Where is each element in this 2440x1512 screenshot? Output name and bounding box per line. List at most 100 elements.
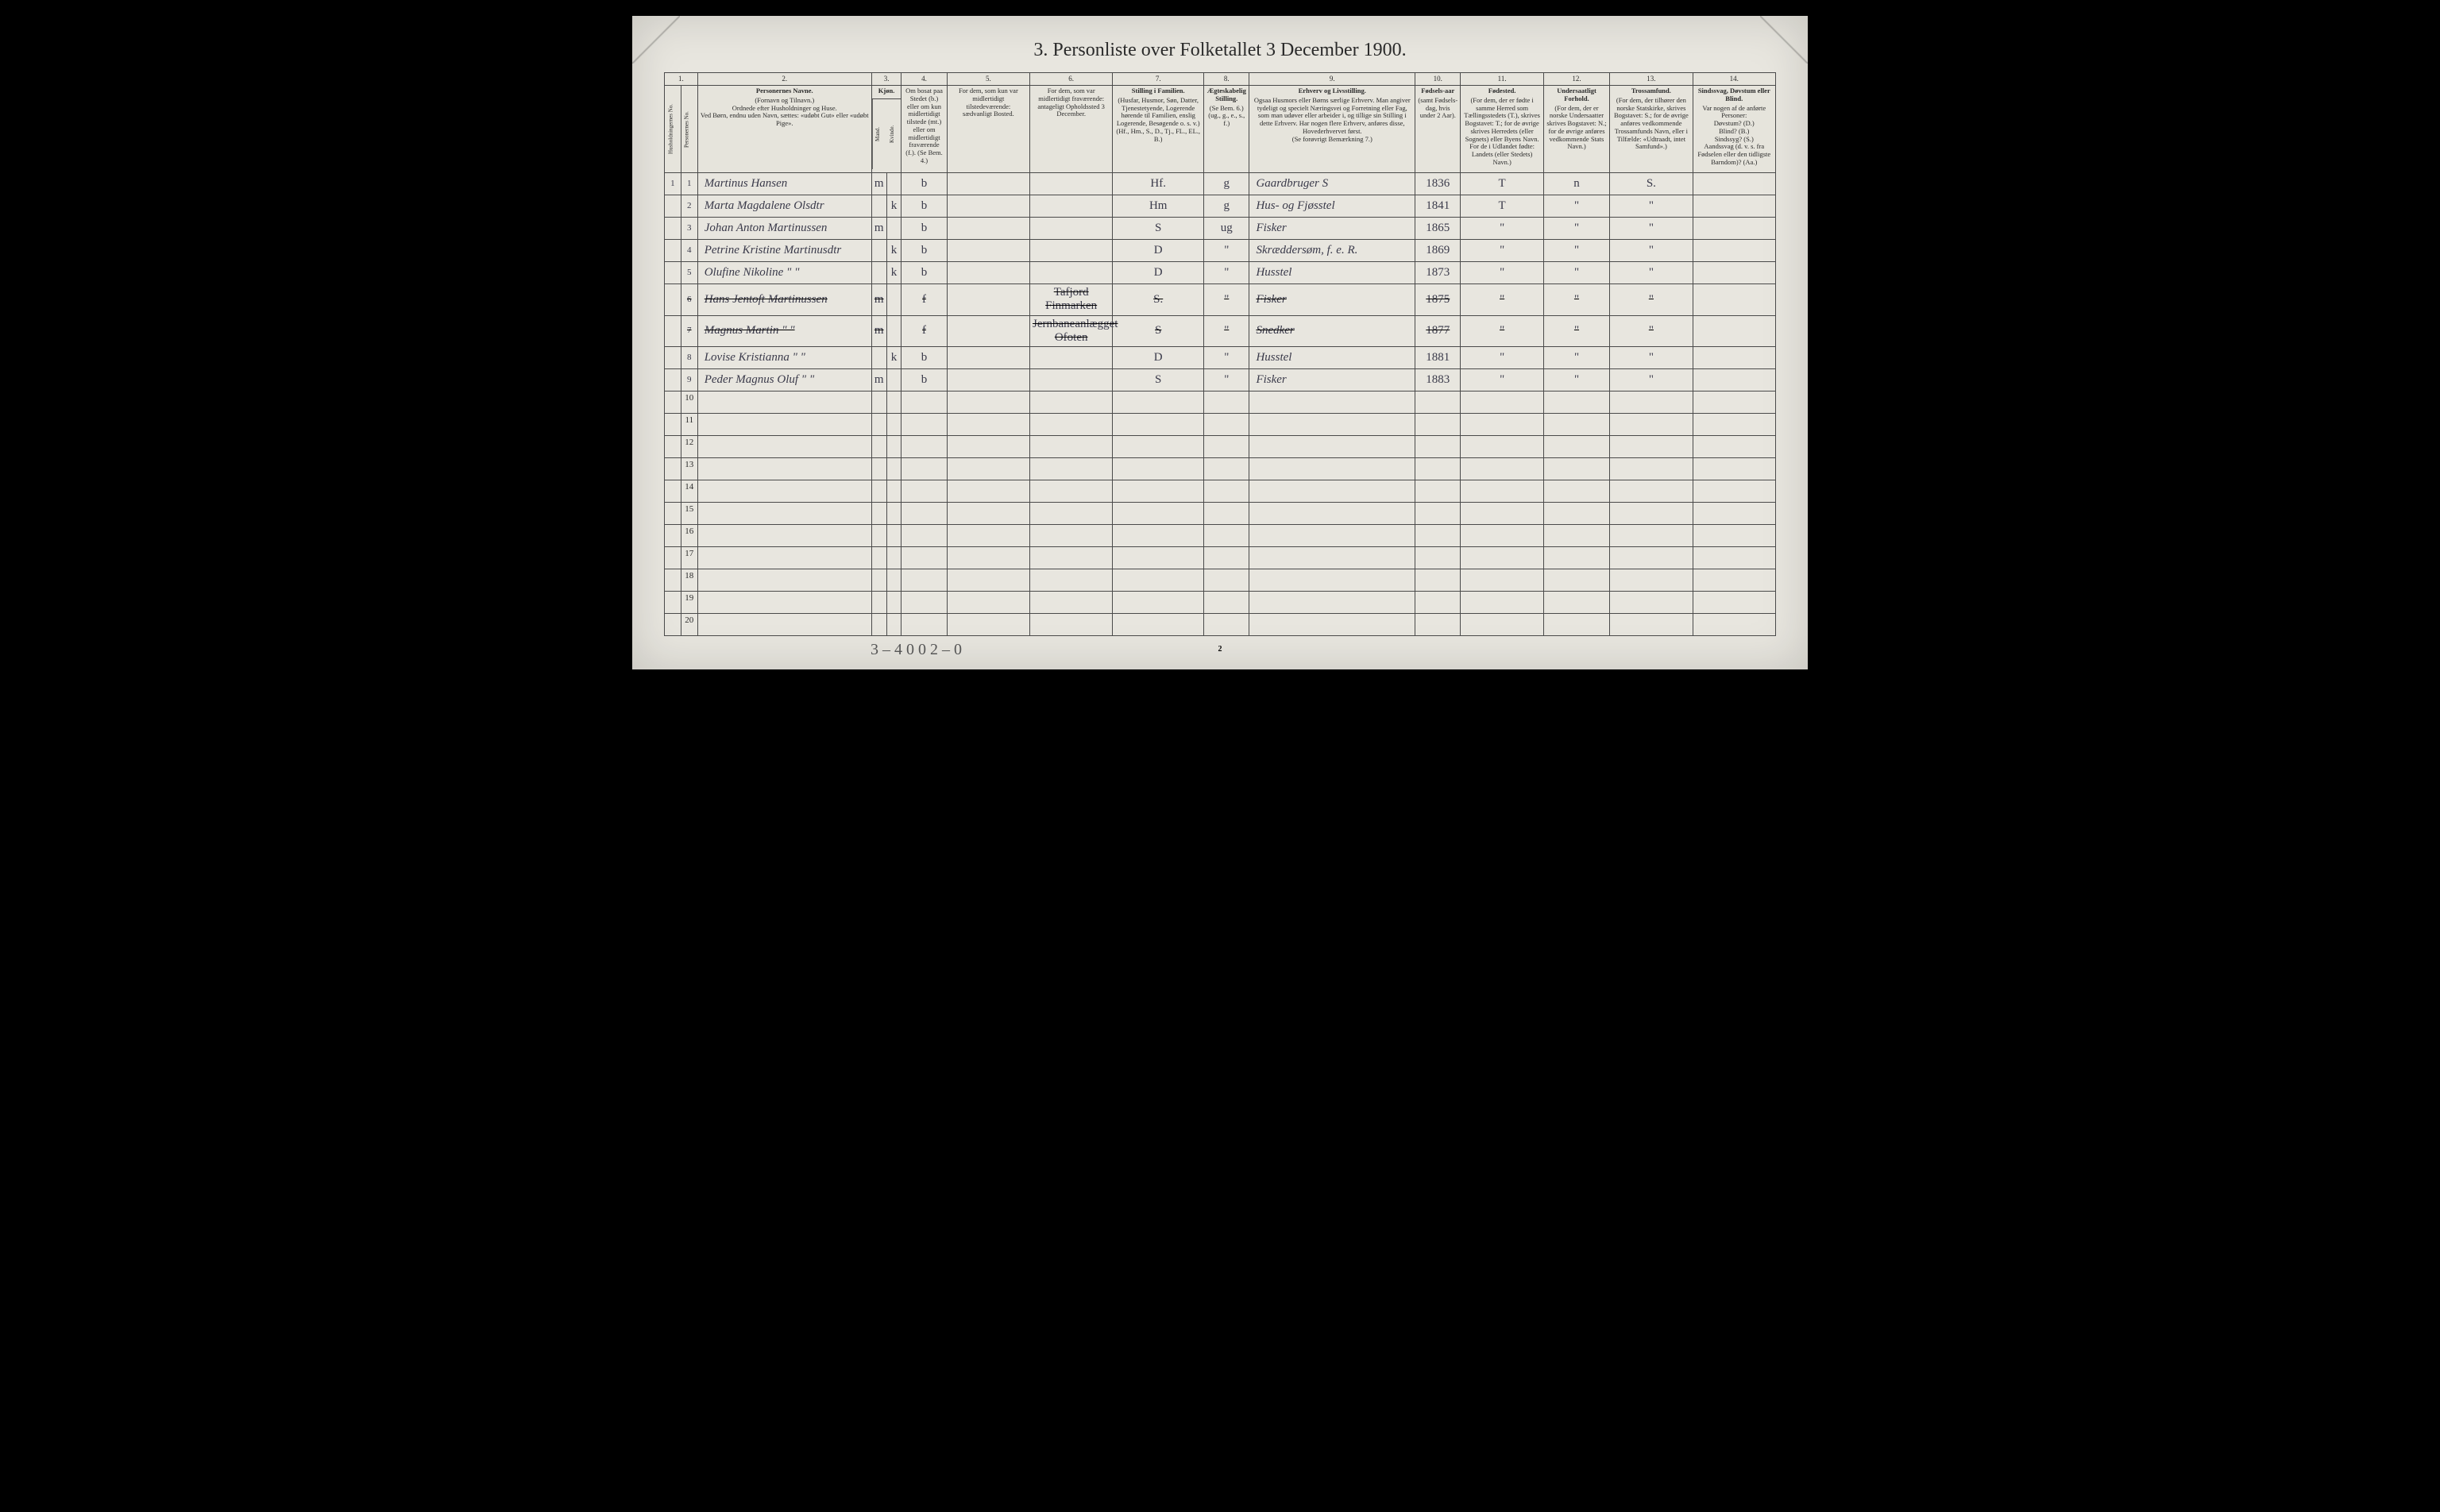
cell <box>1113 414 1204 436</box>
cell: " <box>1610 369 1693 392</box>
cell <box>1113 569 1204 592</box>
cell <box>947 547 1029 569</box>
cell <box>886 436 901 458</box>
cell <box>665 218 681 240</box>
header-sex: Kjøn. Mand. Kvinde. <box>871 86 901 173</box>
cell <box>1693 458 1775 480</box>
cell: m <box>871 369 886 392</box>
cell <box>1249 414 1415 436</box>
table-row: 6Hans Jentoft MartinussenmfTafjord Finma… <box>665 284 1776 316</box>
cell <box>901 592 947 614</box>
cell <box>886 525 901 547</box>
header-birthyear: Fødsels-aar(samt Fødsels-dag, hvis under… <box>1415 86 1461 173</box>
cell: 5 <box>681 262 697 284</box>
cell <box>1415 392 1461 414</box>
cell <box>1113 614 1204 636</box>
cell <box>1030 525 1113 547</box>
cell <box>947 525 1029 547</box>
cell: Husstel <box>1249 262 1415 284</box>
cell: Snedker <box>1249 315 1415 347</box>
cell: " <box>1461 347 1543 369</box>
cell <box>886 614 901 636</box>
cell: " <box>1204 369 1249 392</box>
cell <box>697 547 871 569</box>
cell <box>947 315 1029 347</box>
colnum: 14. <box>1693 73 1775 86</box>
cell: " <box>1204 315 1249 347</box>
cell: " <box>1610 315 1693 347</box>
cell: 1873 <box>1415 262 1461 284</box>
cell <box>947 262 1029 284</box>
cell: Martinus Hansen <box>697 173 871 195</box>
table-row: 2Marta Magdalene OlsdtrkbHmgHus- og Fjøs… <box>665 195 1776 218</box>
cell <box>1030 436 1113 458</box>
cell: 1836 <box>1415 173 1461 195</box>
cell: m <box>871 315 886 347</box>
cell: k <box>886 195 901 218</box>
cell <box>665 569 681 592</box>
cell <box>665 436 681 458</box>
cell <box>901 392 947 414</box>
cell <box>871 347 886 369</box>
cell <box>1610 458 1693 480</box>
cell: m <box>871 173 886 195</box>
cell <box>1543 569 1609 592</box>
table-row: 7Magnus Martin " "mfJernbaneanlægget Ofo… <box>665 315 1776 347</box>
cell: S. <box>1113 284 1204 316</box>
cell <box>1030 240 1113 262</box>
cell: 1877 <box>1415 315 1461 347</box>
cell: S. <box>1610 173 1693 195</box>
cell <box>665 284 681 316</box>
colnum: 11. <box>1461 73 1543 86</box>
cell <box>1030 503 1113 525</box>
cell <box>1610 480 1693 503</box>
cell <box>665 480 681 503</box>
header-family-position: Stilling i Familien.(Husfar, Husmor, Søn… <box>1113 86 1204 173</box>
cell <box>1415 525 1461 547</box>
cell: k <box>886 347 901 369</box>
header-citizenship: Undersaatligt Forhold.(For dem, der er n… <box>1543 86 1609 173</box>
cell <box>871 547 886 569</box>
cell <box>697 414 871 436</box>
cell <box>1204 458 1249 480</box>
table-row: 3Johan Anton MartinussenmbSugFisker1865"… <box>665 218 1776 240</box>
cell <box>1113 592 1204 614</box>
header-religion: Trossamfund.(For dem, der tilhører den n… <box>1610 86 1693 173</box>
cell: " <box>1543 315 1609 347</box>
cell <box>697 458 871 480</box>
cell <box>1113 480 1204 503</box>
cell <box>871 195 886 218</box>
cell <box>871 262 886 284</box>
cell: b <box>901 262 947 284</box>
cell: " <box>1461 369 1543 392</box>
cell: 15 <box>681 503 697 525</box>
cell: " <box>1204 262 1249 284</box>
cell <box>1461 392 1543 414</box>
cell <box>1415 569 1461 592</box>
cell: b <box>901 369 947 392</box>
header-temp-present: For dem, som kun var midlertidigt tilste… <box>947 86 1029 173</box>
cell <box>1204 436 1249 458</box>
cell <box>947 614 1029 636</box>
cell <box>1204 392 1249 414</box>
cell: " <box>1461 284 1543 316</box>
cell <box>901 414 947 436</box>
cell: f <box>901 315 947 347</box>
table-row-empty: 16 <box>665 525 1776 547</box>
cell <box>665 525 681 547</box>
header-marital: Ægteskabelig Stilling.(Se Bem. 6.) (ug.,… <box>1204 86 1249 173</box>
cell <box>1249 458 1415 480</box>
cell <box>1113 525 1204 547</box>
cell <box>1693 614 1775 636</box>
cell: " <box>1461 262 1543 284</box>
cell <box>886 458 901 480</box>
cell: 1841 <box>1415 195 1461 218</box>
cell <box>1113 547 1204 569</box>
header-disability: Sindssvag, Døvstum eller Blind.Var nogen… <box>1693 86 1775 173</box>
cell: Gaardbruger S <box>1249 173 1415 195</box>
cell: " <box>1610 218 1693 240</box>
cell <box>697 392 871 414</box>
cell <box>1030 347 1113 369</box>
cell: " <box>1610 347 1693 369</box>
cell: T <box>1461 195 1543 218</box>
